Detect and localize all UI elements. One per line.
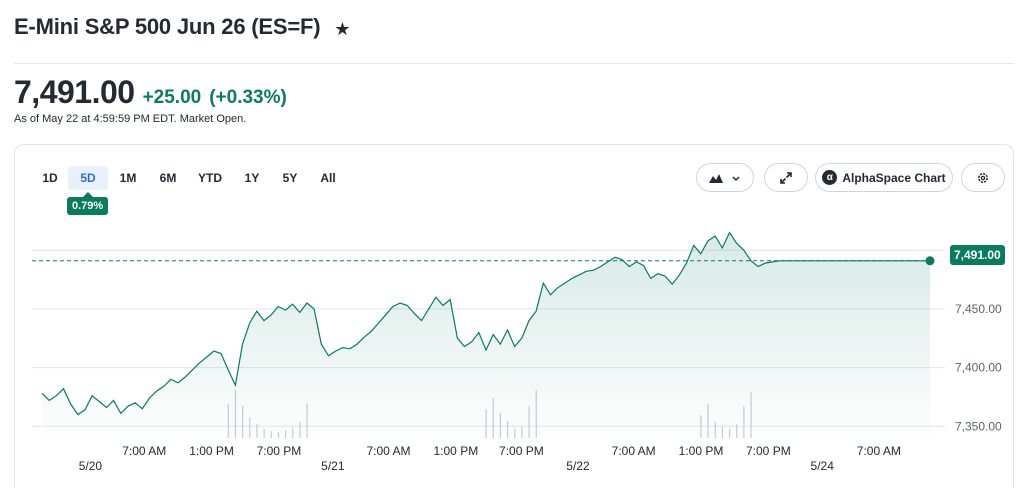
alphaspace-chart-button[interactable]: α AlphaSpace Chart: [815, 163, 953, 192]
title-row: E-Mini S&P 500 Jun 26 (ES=F) ★: [14, 14, 351, 40]
range-ytd[interactable]: YTD: [198, 171, 222, 185]
star-icon[interactable]: ★: [334, 19, 351, 39]
x-tick-label: 7:00 AM: [857, 444, 901, 458]
gear-icon: [978, 172, 988, 183]
range-5y[interactable]: 5Y: [282, 171, 298, 185]
date-label: 5/24: [811, 459, 835, 473]
y-tick-label: 7,350.00: [955, 419, 1002, 433]
y-axis: 7,500.007,450.007,400.007,350.00: [955, 243, 1002, 433]
date-label: 5/21: [321, 459, 345, 473]
expand-icon: [780, 171, 792, 184]
last-price: 7,491.00: [14, 74, 135, 110]
expand-button[interactable]: [764, 163, 808, 192]
quote-row: 7,491.00 +25.00 (+0.33%): [14, 74, 287, 111]
x-axis: 7:00 AM 1:00 PM 7:00 PM 7:00 AM 1:00 PM 7:00 …: [79, 444, 901, 473]
x-tick-label: 7:00 PM: [746, 444, 791, 458]
range-6m[interactable]: 6M: [159, 171, 177, 185]
x-tick-label: 7:00 AM: [122, 444, 166, 458]
alphaspace-logo-icon: α: [822, 170, 838, 185]
range-selector: 1D 5D 1M 6M YTD 1Y 5Y All: [34, 166, 346, 190]
x-tick-label: 1:00 PM: [189, 444, 234, 458]
chart-card: [14, 144, 1014, 488]
range-1m[interactable]: 1M: [119, 171, 137, 185]
range-change-badge: 0.79%: [67, 192, 109, 215]
x-tick-label: 1:00 PM: [434, 444, 479, 458]
price-change-percent: (+0.33%): [209, 87, 287, 108]
quote-timestamp: As of May 22 at 4:59:59 PM EDT. Market O…: [14, 113, 247, 125]
chart-settings-button[interactable]: [961, 163, 1005, 192]
range-1d[interactable]: 1D: [42, 171, 58, 185]
x-tick-label: 7:00 PM: [499, 444, 544, 458]
x-tick-label: 7:00 AM: [612, 444, 656, 458]
x-tick-label: 1:00 PM: [679, 444, 724, 458]
x-tick-label: 7:00 PM: [257, 444, 302, 458]
header-divider: [14, 63, 1014, 64]
chevron-down-icon: [732, 175, 740, 181]
date-label: 5/22: [566, 459, 590, 473]
price-area: [42, 232, 930, 438]
chart-type-button[interactable]: [696, 163, 754, 192]
y-tick-label: 7,450.00: [955, 302, 1002, 316]
date-label: 5/20: [79, 459, 103, 473]
y-tick-label: 7,400.00: [955, 361, 1002, 375]
price-change: +25.00: [142, 87, 202, 108]
mountain-chart-icon: [709, 173, 723, 183]
x-tick-label: 7:00 AM: [366, 444, 410, 458]
range-all[interactable]: All: [320, 171, 336, 185]
page-title: E-Mini S&P 500 Jun 26 (ES=F): [14, 14, 321, 39]
last-price-dot: [925, 256, 935, 266]
last-price-tag: 7,491.00: [950, 245, 1005, 265]
alphaspace-chart-label: AlphaSpace Chart: [842, 170, 946, 185]
range-1y[interactable]: 1Y: [244, 171, 260, 185]
range-5d[interactable]: 5D: [68, 166, 108, 190]
